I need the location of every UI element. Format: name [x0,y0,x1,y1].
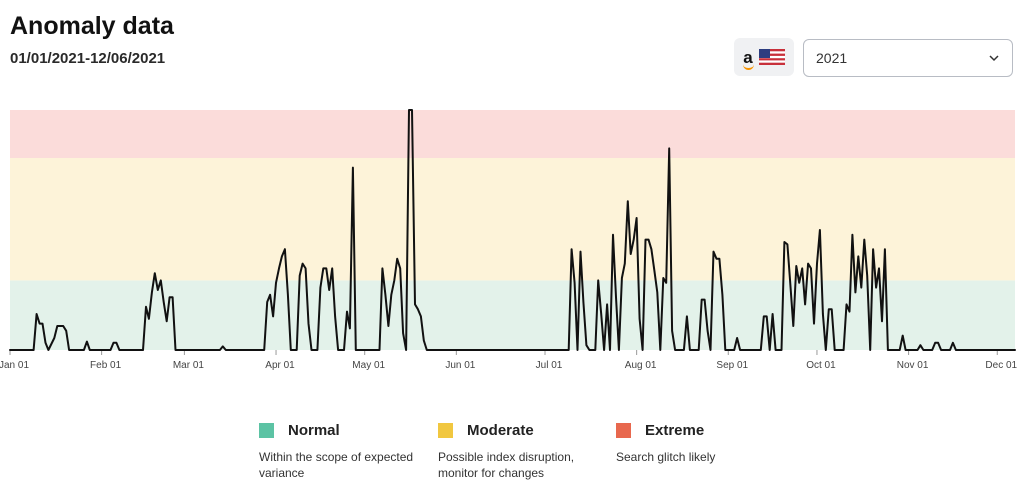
x-tick-label: Sep 01 [716,360,748,371]
anomaly-line [9,109,1016,351]
x-tick-label: May 01 [352,360,385,371]
x-tick-label: Oct 01 [806,360,836,371]
band-extreme [10,110,1015,158]
legend-description: Search glitch likely [616,450,716,464]
anomaly-chart: Jan 01 Feb 01 Mar 01 Apr 01 May 01 Jun 01 Jul … [0,109,1018,371]
legend-item-moderate: Moderate Possible index disruption, moni… [438,422,613,481]
legend-label: Normal [288,422,340,439]
legend-description: Within the scope of expected variance [259,450,414,480]
severity-bands [10,110,1015,350]
x-tick-label: Apr 01 [265,360,295,371]
legend-description: Possible index disruption, monitor for c… [438,450,575,480]
legend-item-normal: Normal Within the scope of expected vari… [259,422,434,481]
legend-swatch-moderate [438,423,453,438]
date-range: 01/01/2021-12/06/2021 [10,50,166,67]
x-tick-label: Nov 01 [897,360,929,371]
marketplace-selector[interactable]: a [734,38,794,76]
year-select-value: 2021 [816,50,848,66]
x-tick-label: Jul 01 [536,360,563,371]
x-tick-label: Dec 01 [985,360,1017,371]
band-normal [10,280,1015,350]
page-title: Anomaly data [10,12,174,40]
legend-swatch-extreme [616,423,631,438]
us-flag-icon [758,49,785,65]
band-moderate [10,158,1015,281]
legend-item-extreme: Extreme Search glitch likely [616,422,791,465]
legend-label: Moderate [467,422,534,439]
year-select[interactable]: 2021 [803,39,1013,77]
x-tick-label: Jun 01 [445,360,475,371]
x-tick-label: Aug 01 [625,360,657,371]
chevron-down-icon [989,55,999,62]
amazon-logo-icon: a [743,47,755,70]
x-tick-label: Feb 01 [90,360,122,371]
legend-label: Extreme [645,422,705,439]
x-tick-label: Jan 01 [0,360,29,371]
x-tick-label: Mar 01 [173,360,205,371]
legend-swatch-normal [259,423,274,438]
x-axis: Jan 01 Feb 01 Mar 01 Apr 01 May 01 Jun 01 Jul … [0,350,1018,371]
